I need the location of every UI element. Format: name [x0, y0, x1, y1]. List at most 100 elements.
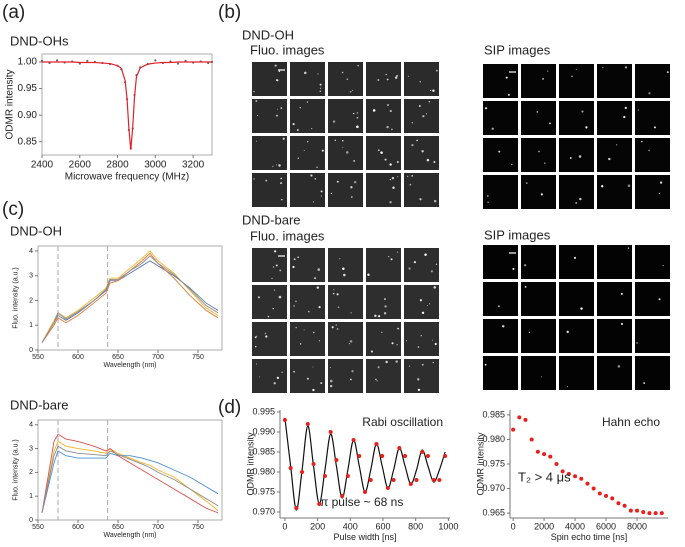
- image-spot: [299, 343, 302, 345]
- data-point: [86, 59, 89, 63]
- image-tile: [597, 245, 632, 279]
- x-tick-label: 3200: [182, 160, 205, 171]
- x-tick-label: 6000: [596, 521, 616, 531]
- image-spot: [278, 70, 281, 73]
- image-spot: [385, 360, 388, 364]
- image-spot: [253, 178, 255, 180]
- image-spot: [542, 77, 544, 80]
- image-spot: [316, 286, 320, 289]
- data-point: [385, 486, 390, 490]
- image-spot: [297, 157, 299, 159]
- image-spot: [272, 308, 274, 310]
- x-tick-label: 600: [72, 524, 84, 531]
- series-line: [42, 61, 212, 150]
- y-axis-title: Fluo. intensity (a.u.): [12, 439, 19, 500]
- x-tick-label: 600: [72, 354, 84, 361]
- chart: 0 2000 4000 6000 8000 0.965 0.970 0.975 0.980 0.9…: [476, 409, 668, 542]
- data-point: [653, 511, 658, 516]
- image-spot: [391, 128, 393, 131]
- image-spot: [319, 87, 322, 89]
- plot-frame: [37, 245, 223, 351]
- image-tile: [635, 356, 670, 390]
- image-spot: [319, 90, 322, 93]
- image-tile: [635, 319, 670, 353]
- image-spot: [385, 73, 387, 76]
- image-spot: [653, 126, 656, 129]
- x-tick-label: 550: [32, 354, 44, 361]
- image-spot: [396, 251, 399, 253]
- image-spot: [378, 315, 381, 318]
- image-tile: [559, 356, 594, 390]
- image-spot: [257, 115, 259, 117]
- image-spot: [273, 382, 276, 385]
- image-spot: [416, 139, 418, 142]
- image-spot: [317, 268, 321, 271]
- image-spot: [624, 66, 628, 69]
- image-spot: [431, 339, 433, 341]
- image-tile: [483, 64, 518, 98]
- data-point: [560, 469, 565, 474]
- y-tick-label: 0.85: [18, 136, 38, 147]
- image-spot: [350, 312, 352, 314]
- image-spot: [386, 78, 389, 81]
- y-tick-label: 0.95: [18, 83, 38, 94]
- image-tile: [290, 173, 325, 207]
- image-tile: [521, 356, 556, 390]
- image-spot: [602, 67, 604, 69]
- data-point: [622, 503, 627, 508]
- image-spot: [389, 201, 392, 204]
- image-spot: [281, 371, 283, 374]
- data-point: [628, 508, 633, 513]
- image-spot: [396, 160, 399, 164]
- image-spot: [392, 186, 395, 189]
- image-tile: [404, 359, 439, 393]
- chart-title: DND-bare: [10, 397, 69, 412]
- image-spot: [314, 277, 317, 280]
- image-spot: [395, 360, 398, 363]
- image-spot: [278, 295, 282, 299]
- image-spot: [394, 76, 398, 79]
- image-spot: [391, 342, 394, 345]
- image-spot: [350, 186, 353, 189]
- image-spot: [420, 334, 422, 337]
- image-spot: [295, 300, 297, 303]
- image-spot: [349, 90, 352, 93]
- y-tick-label: 0.975: [482, 458, 505, 468]
- image-tile: [366, 322, 401, 356]
- y-axis-title: ODMR intensity: [246, 432, 256, 496]
- image-spot: [336, 293, 339, 296]
- image-spot: [267, 315, 270, 318]
- image-spot: [433, 199, 437, 203]
- data-point: [511, 427, 516, 432]
- image-spot: [391, 176, 395, 180]
- image-spot: [293, 305, 295, 307]
- image-spot: [566, 386, 569, 388]
- image-spot: [540, 193, 543, 196]
- image-spot: [411, 121, 414, 124]
- image-spot: [428, 101, 431, 103]
- image-tile: [483, 356, 518, 390]
- x-tick-label: 750: [192, 354, 204, 361]
- data-point: [363, 490, 367, 494]
- image-spot: [540, 376, 542, 378]
- data-point: [616, 501, 621, 506]
- image-spot: [507, 93, 510, 96]
- data-point: [176, 62, 180, 65]
- image-spot: [662, 264, 664, 267]
- image-spot: [275, 114, 279, 117]
- image-spot: [617, 365, 621, 368]
- image-spot: [512, 267, 515, 270]
- image-spot: [274, 250, 277, 253]
- data-point: [305, 422, 310, 426]
- image-spot: [314, 178, 317, 180]
- image-tile: [366, 285, 401, 319]
- y-tick-label: 0.980: [482, 434, 505, 444]
- image-spot: [317, 73, 319, 75]
- image-tile: [597, 138, 632, 172]
- image-tile: [366, 248, 401, 282]
- image-tile: [521, 101, 556, 135]
- image-spot: [418, 104, 421, 108]
- data-point: [523, 417, 528, 422]
- data-point: [322, 474, 327, 478]
- y-tick-label: 1.00: [18, 57, 38, 68]
